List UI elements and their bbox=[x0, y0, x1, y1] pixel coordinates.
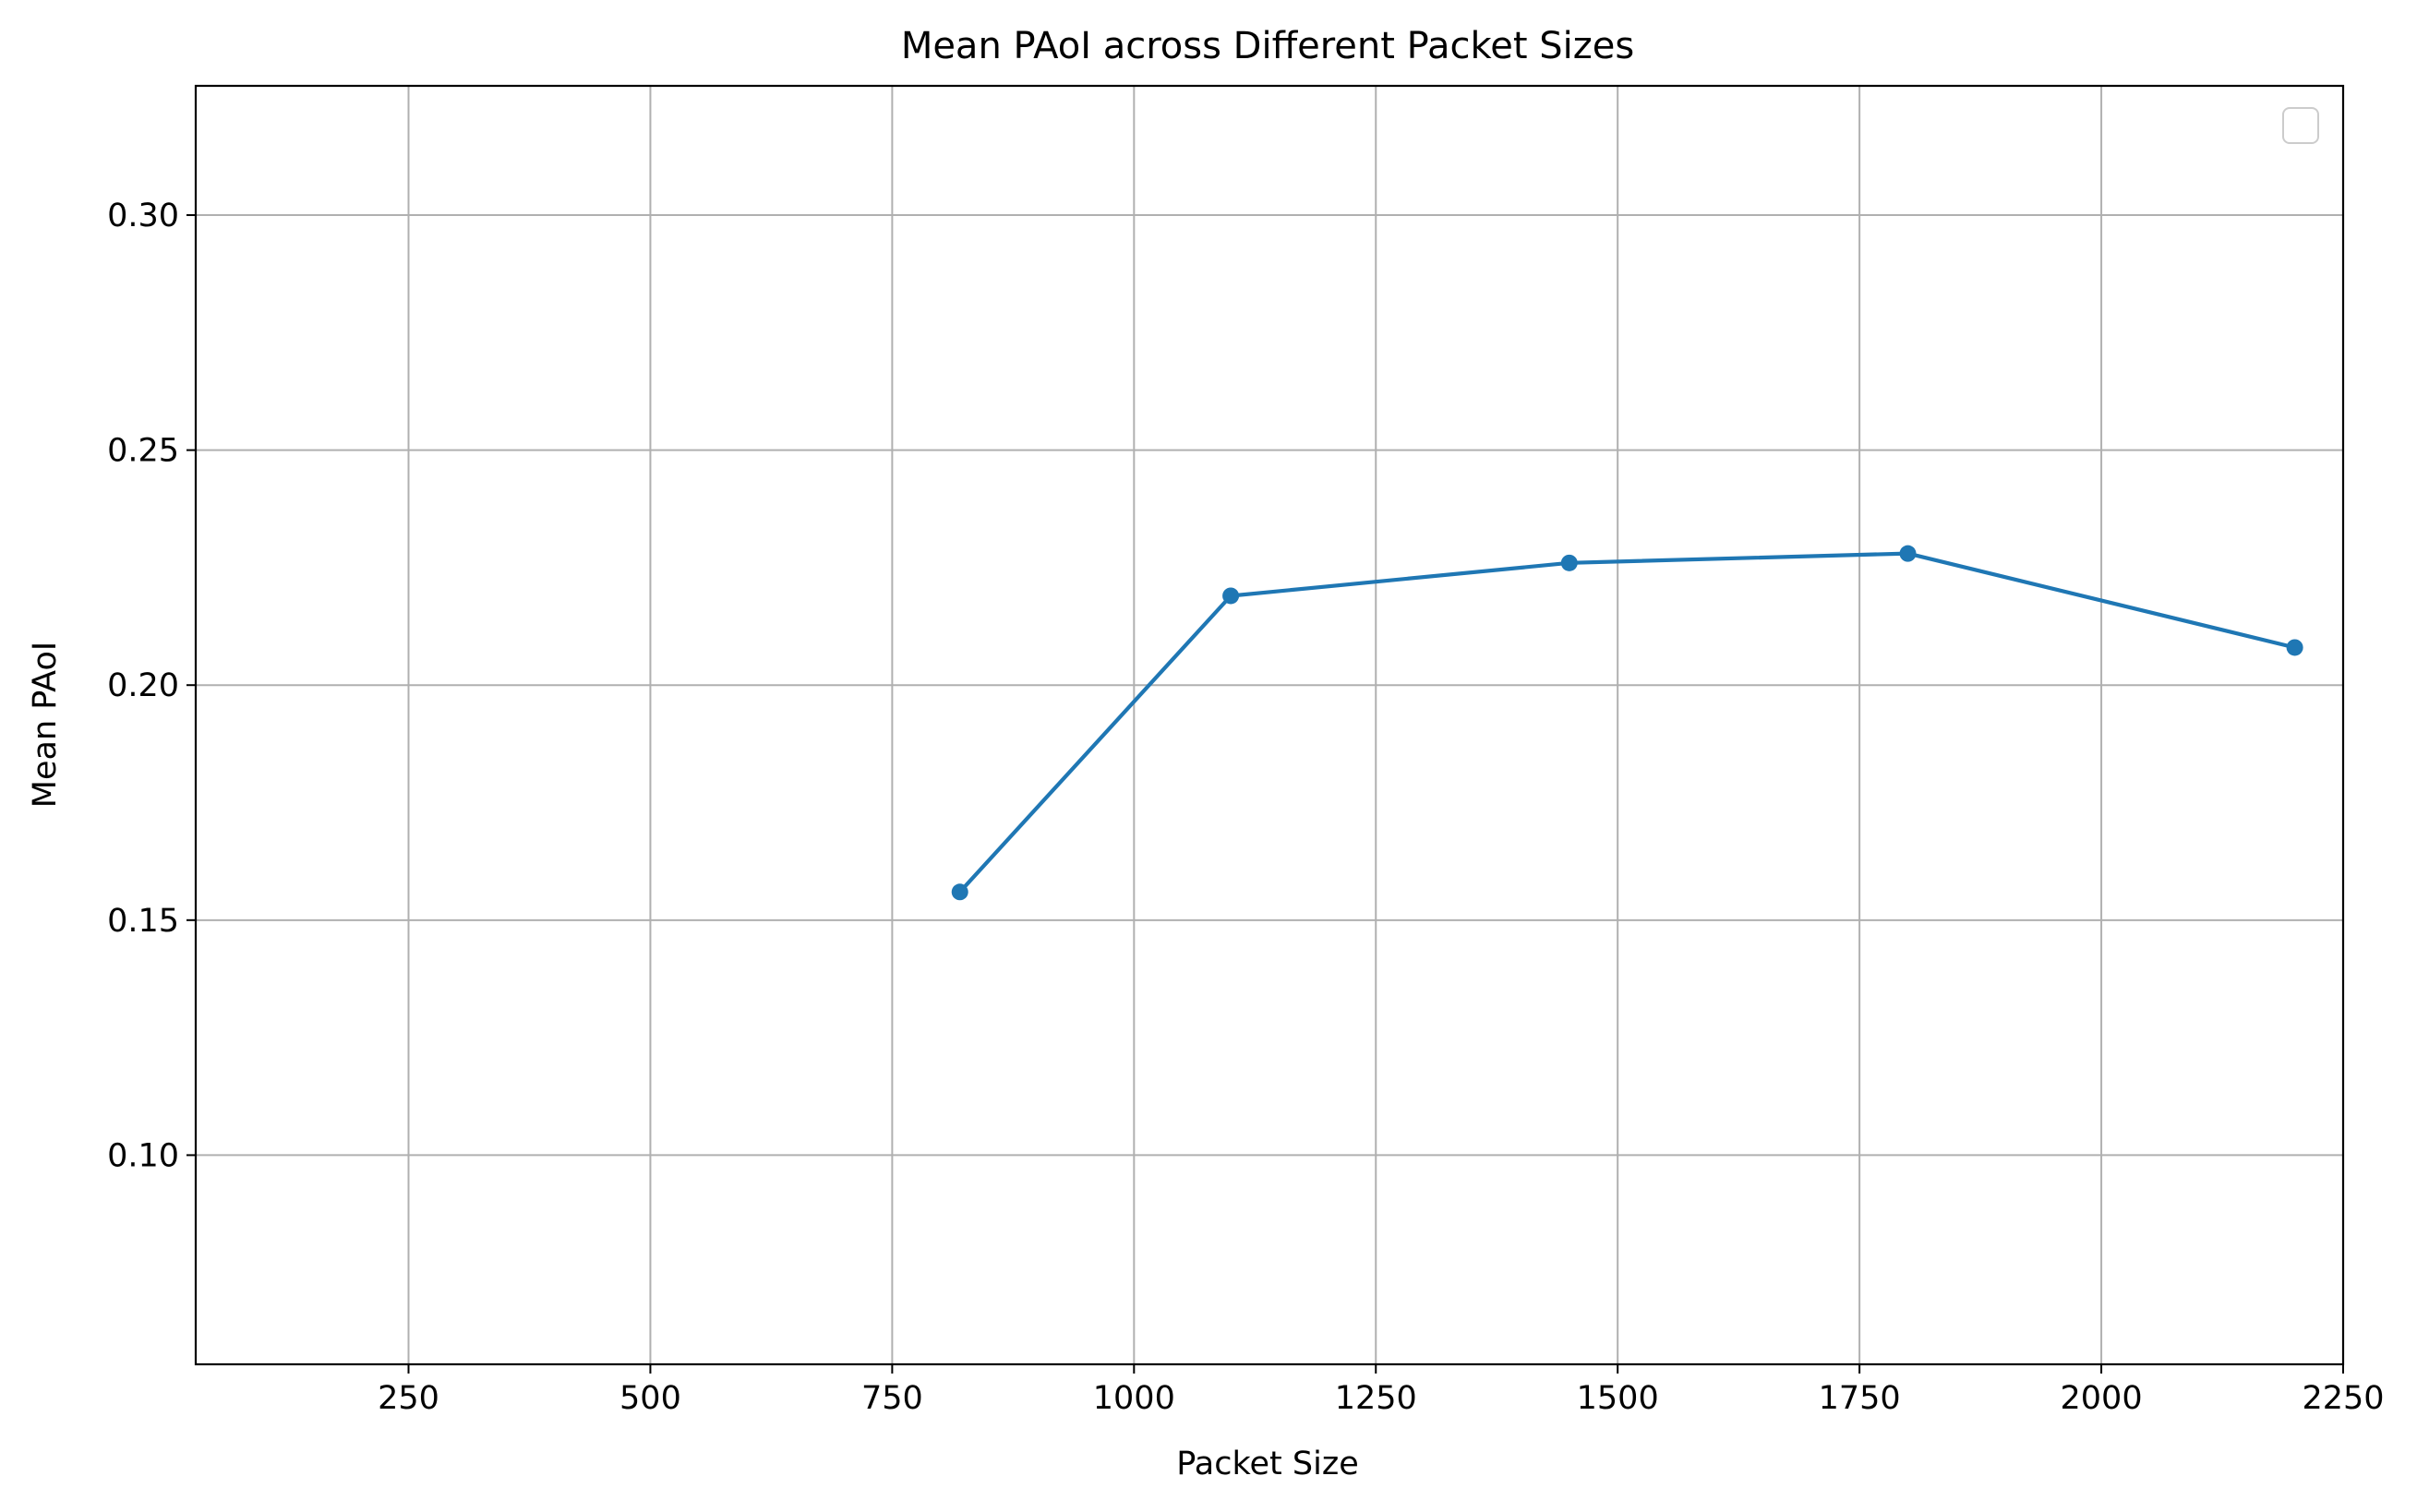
x-tick-label: 250 bbox=[378, 1380, 439, 1417]
x-tick-label: 2000 bbox=[2061, 1380, 2143, 1417]
y-tick-label: 0.20 bbox=[107, 667, 179, 704]
chart-title: Mean PAoI across Different Packet Sizes bbox=[901, 25, 1634, 67]
y-tick-label: 0.15 bbox=[107, 903, 179, 940]
data-point bbox=[951, 883, 968, 901]
x-tick-label: 1750 bbox=[1819, 1380, 1901, 1417]
x-tick-label: 2250 bbox=[2302, 1380, 2384, 1417]
x-axis-ticks: 250 500 750 1000 1250 1500 1750 2000 2250 bbox=[378, 1364, 2385, 1417]
data-point bbox=[1899, 545, 1917, 562]
x-tick-label: 750 bbox=[861, 1380, 923, 1417]
data-point bbox=[1222, 587, 1240, 605]
x-tick-label: 1250 bbox=[1335, 1380, 1417, 1417]
legend-box bbox=[2282, 107, 2319, 144]
grid bbox=[196, 86, 2344, 1364]
data-point bbox=[2286, 639, 2303, 656]
series-layer bbox=[951, 545, 2303, 901]
x-tick-label: 1000 bbox=[1093, 1380, 1175, 1417]
x-axis-label: Packet Size bbox=[1176, 1446, 1358, 1482]
y-axis-ticks: 0.10 0.15 0.20 0.25 0.30 bbox=[107, 198, 196, 1174]
x-tick-label: 500 bbox=[619, 1380, 681, 1417]
y-axis-label: Mean PAoI bbox=[27, 642, 64, 808]
plot-frame bbox=[194, 84, 2345, 1366]
y-tick-label: 0.30 bbox=[107, 198, 179, 234]
x-tick-label: 1500 bbox=[1577, 1380, 1659, 1417]
y-tick-label: 0.10 bbox=[107, 1137, 179, 1174]
data-point bbox=[1560, 554, 1578, 571]
y-tick-label: 0.25 bbox=[107, 433, 179, 470]
